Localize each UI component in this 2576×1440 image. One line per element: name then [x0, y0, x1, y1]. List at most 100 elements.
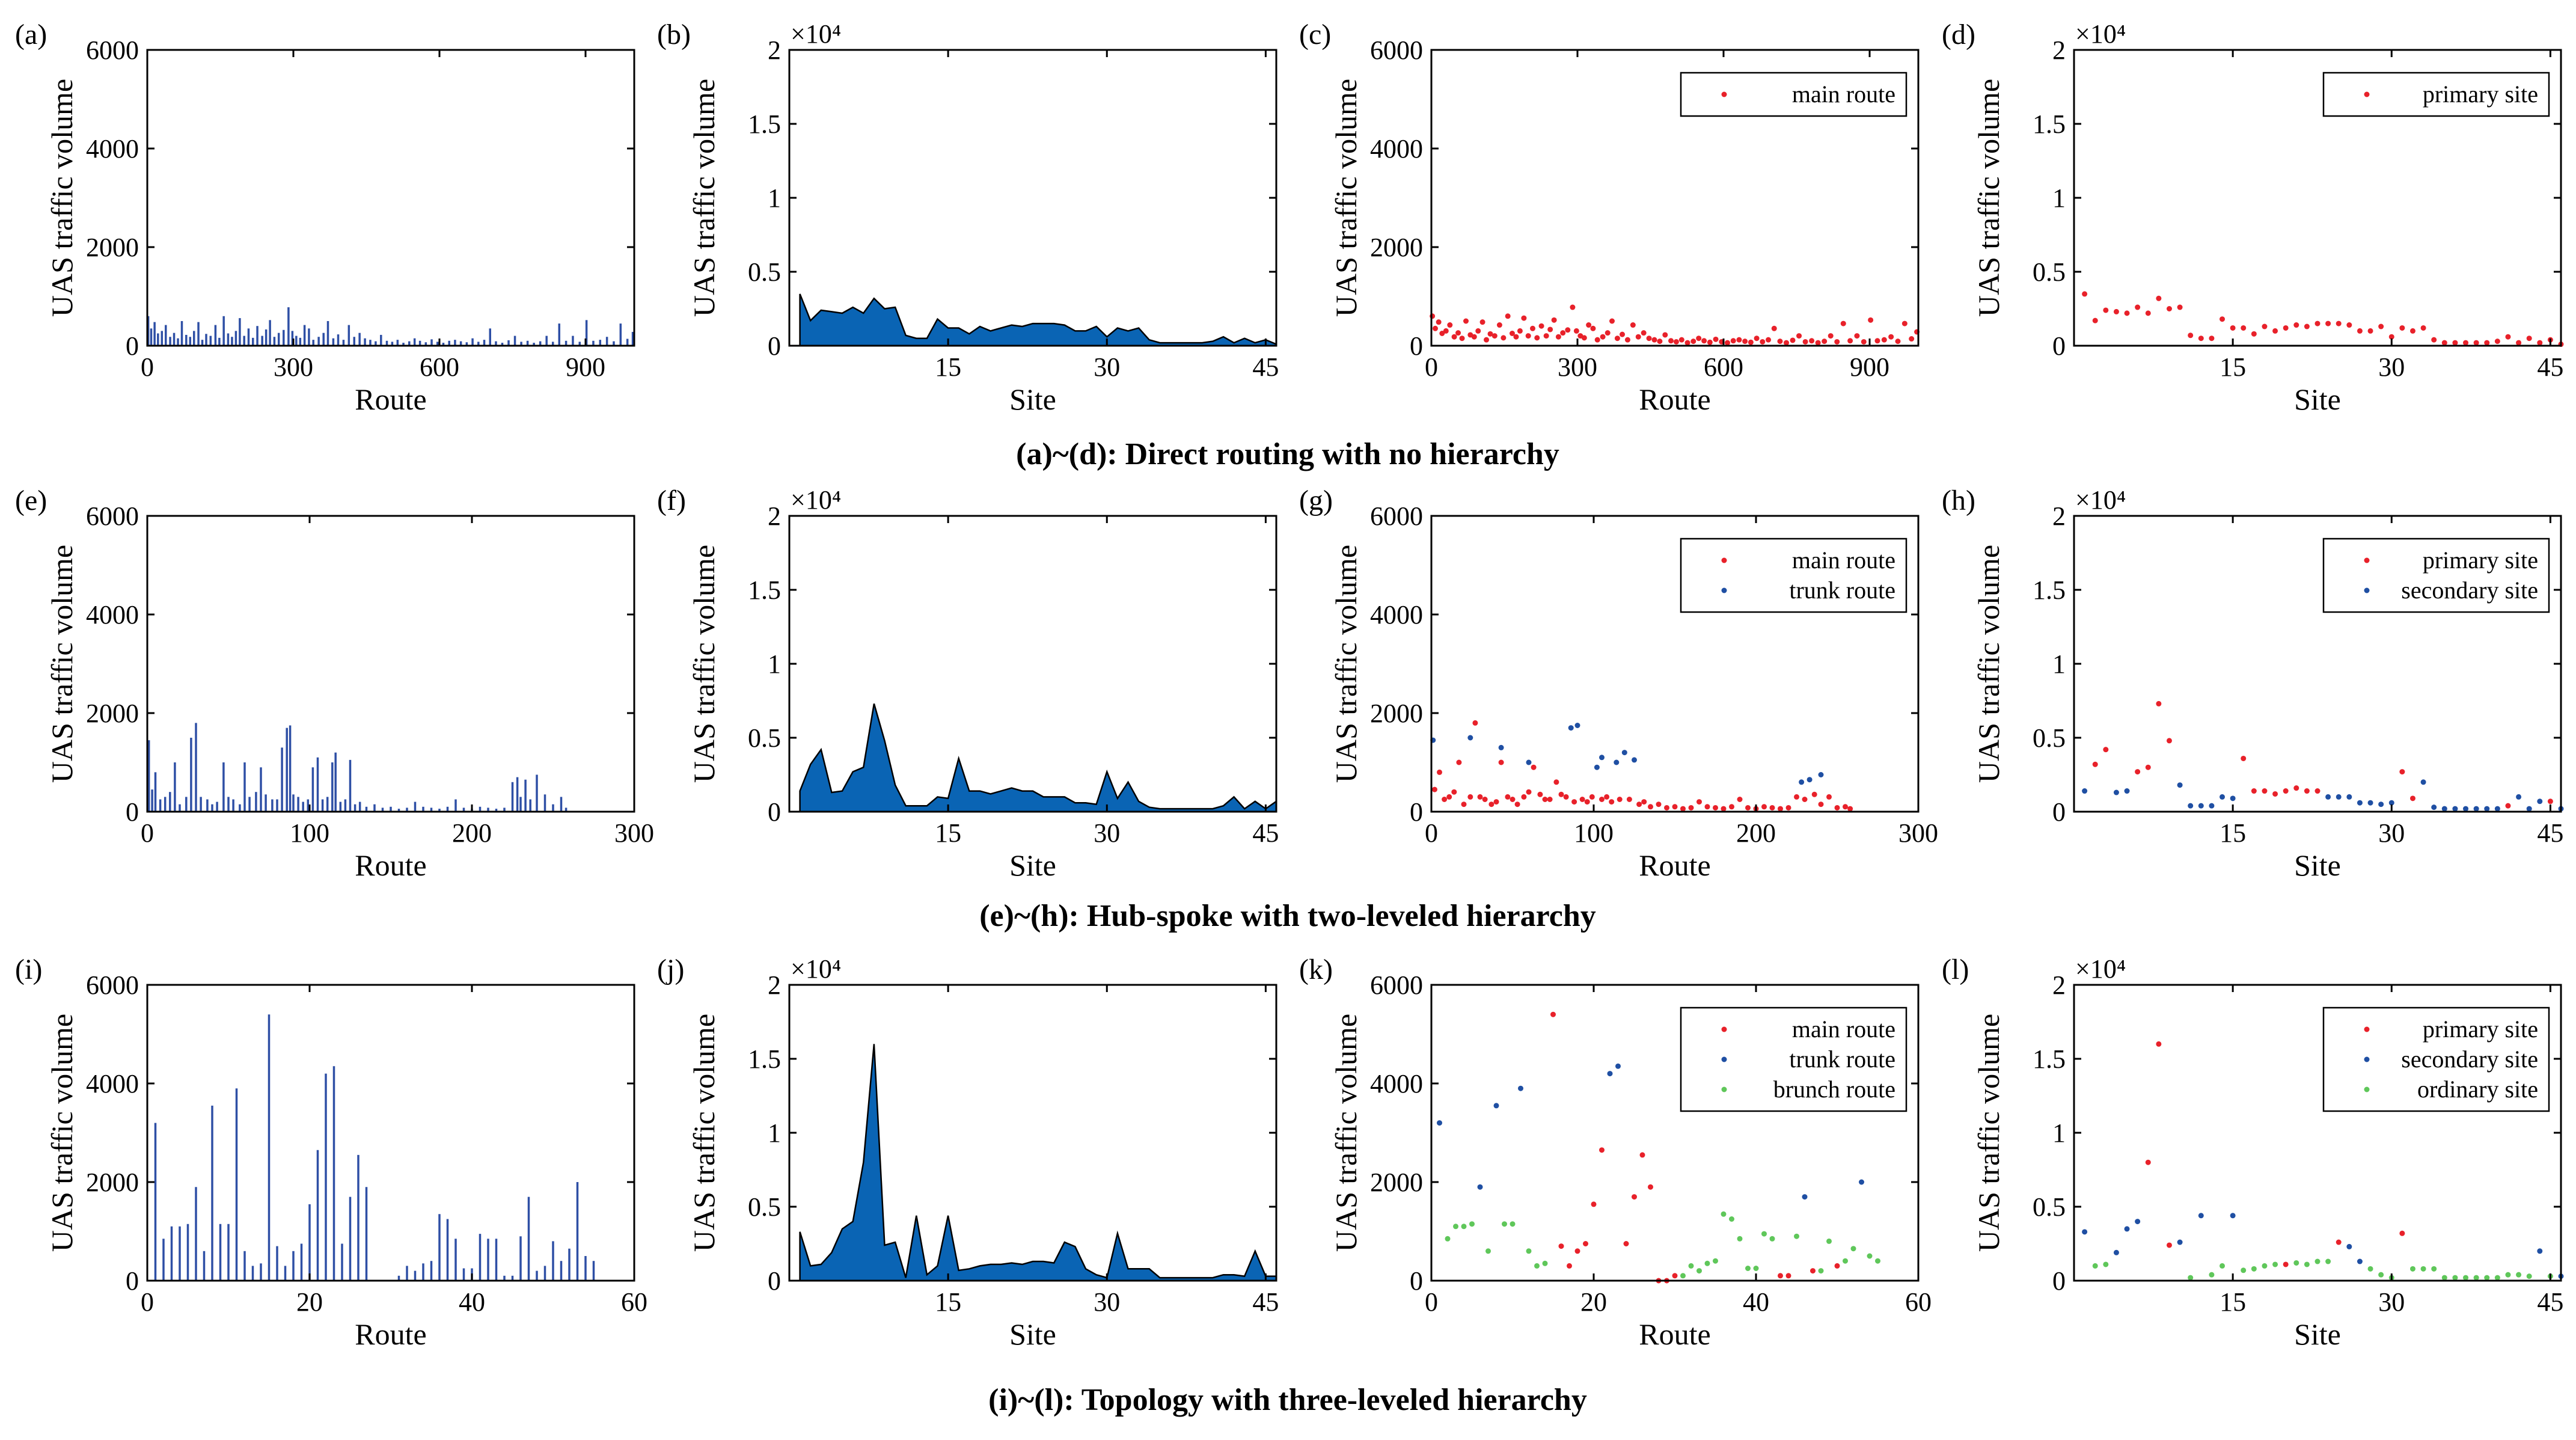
point-red [1558, 1243, 1564, 1249]
point-red [1662, 332, 1668, 338]
x-tick-label: 45 [2537, 818, 2563, 848]
point-red [1579, 797, 1585, 802]
point-red [1589, 794, 1595, 800]
y-tick-label: 2 [2052, 970, 2066, 1000]
point-red [1600, 334, 1606, 340]
point-blue [2484, 806, 2490, 812]
x-tick-label: 0 [1425, 1287, 1438, 1317]
point-blue [2198, 803, 2204, 809]
x-tick-label: 600 [1704, 352, 1743, 382]
legend: primary site [2322, 72, 2550, 117]
y-tick-label: 0 [768, 797, 781, 827]
point-red [2441, 340, 2447, 346]
y-tick-label: 1.5 [748, 1044, 781, 1074]
y-tick-label: 6000 [1370, 970, 1423, 1000]
point-blue [1594, 764, 1600, 770]
point-blue [1859, 1179, 1864, 1185]
x-axis-label: Route [355, 382, 426, 416]
point-red [1656, 801, 1662, 807]
point-red [1471, 334, 1477, 340]
point-red [1505, 794, 1511, 800]
point-red [2431, 337, 2437, 343]
point-blue [1493, 1103, 1499, 1109]
point-red [1810, 1268, 1816, 1274]
point-red [2325, 320, 2331, 326]
point-red [2156, 700, 2162, 706]
point-blue [2452, 806, 2458, 812]
x-tick-label: 15 [935, 352, 961, 382]
point-red [1442, 797, 1448, 802]
point-red [1617, 797, 1623, 802]
point-red [2452, 340, 2458, 346]
y-tick-label: 0 [2052, 1266, 2066, 1296]
point-red [1623, 1241, 1629, 1246]
point-blue [2357, 800, 2363, 806]
point-red [1707, 339, 1713, 345]
point-green [2516, 1272, 2522, 1278]
y-tick-label: 4000 [86, 600, 139, 630]
point-red [1736, 337, 1742, 343]
point-blue [2082, 788, 2088, 794]
point-blue [2494, 806, 2500, 812]
point-green [2304, 1261, 2310, 1267]
axes-frame [1430, 515, 1920, 813]
point-red [2293, 322, 2299, 328]
y-axis-label: UAS traffic volume [1329, 545, 1363, 783]
x-tick-label: 100 [290, 818, 329, 848]
point-red [1463, 318, 1469, 324]
point-red [2526, 335, 2532, 342]
x-tick-label: 30 [2378, 352, 2405, 382]
point-red [1560, 330, 1566, 336]
point-red [1769, 804, 1775, 810]
x-tick-label: 15 [935, 818, 961, 848]
x-axis-label: Site [1009, 1317, 1056, 1351]
point-red [1614, 335, 1620, 342]
point-blue [2124, 788, 2130, 794]
axes-frame [146, 49, 635, 347]
y-tick-label: 0.5 [748, 1192, 781, 1222]
point-red [2135, 769, 2141, 775]
y-tick-label: 0.5 [748, 257, 781, 287]
point-red [1790, 337, 1796, 343]
legend-box [1680, 72, 1908, 117]
x-tick-label: 15 [2220, 818, 2246, 848]
point-green [1713, 1258, 1718, 1264]
point-red [1888, 334, 1894, 340]
point-red [1874, 338, 1880, 344]
point-red [1632, 1194, 1637, 1200]
point-red [1651, 337, 1657, 343]
legend-marker-blue [1721, 1056, 1727, 1062]
point-red [1646, 335, 1652, 342]
legend-marker-red [2364, 557, 2370, 563]
panel-a: 0 2000 4000 6000 0 300 600 900 Route UAS traffic … [15, 19, 635, 416]
point-red [1451, 789, 1457, 795]
x-axis-label: Route [1639, 382, 1710, 416]
point-red [1754, 335, 1760, 342]
point-red [1785, 804, 1791, 810]
axes-frame [146, 984, 635, 1282]
x-axis-label: Site [2294, 848, 2341, 882]
point-red [1459, 335, 1465, 342]
x-tick-label: 30 [1094, 352, 1120, 382]
point-red [1766, 337, 1772, 343]
point-red [2367, 328, 2373, 334]
point-green [2272, 1261, 2278, 1267]
legend: main route trunk route brunch route [1680, 1006, 1908, 1112]
point-red [1586, 322, 1592, 328]
point-red [1479, 319, 1485, 325]
legend-label: trunk route [1789, 1046, 1895, 1073]
panel-b: 0 0.5 1 1.5 2 15 30 45 Site UAS traffic volume (b)… [657, 19, 1279, 416]
y-tick-label: 2000 [86, 233, 139, 262]
axis-multiplier: ×10⁴ [791, 19, 841, 49]
point-green [2526, 1273, 2532, 1279]
y-tick-label: 0.5 [2033, 1192, 2066, 1222]
point-red [1854, 333, 1860, 339]
point-green [1794, 1233, 1799, 1239]
point-green [2494, 1275, 2500, 1281]
point-green [1875, 1258, 1880, 1264]
point-green [1502, 1221, 1507, 1227]
point-red [1834, 804, 1840, 810]
panel-label: (b) [657, 19, 691, 51]
y-axis-label: UAS traffic volume [45, 545, 79, 783]
y-tick-label: 0 [126, 331, 139, 361]
